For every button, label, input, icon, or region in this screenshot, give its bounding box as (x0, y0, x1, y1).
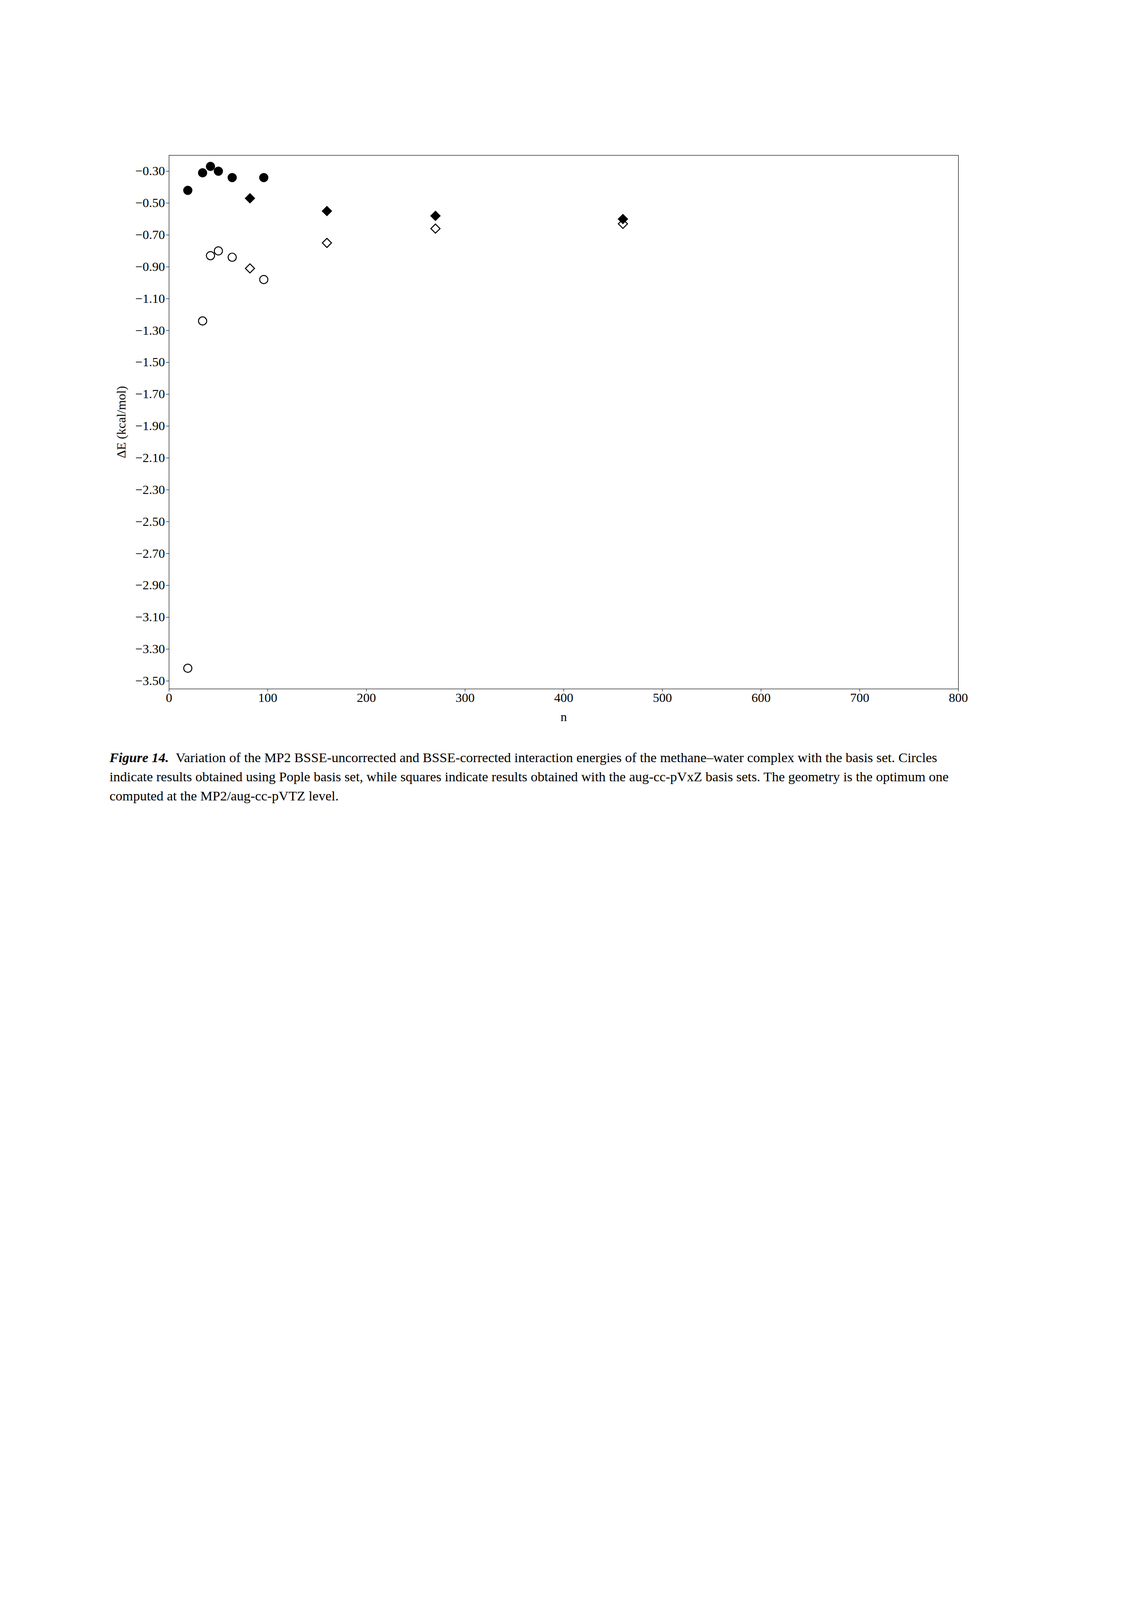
svg-text:−0.50: −0.50 (135, 195, 166, 210)
svg-text:n: n (560, 709, 568, 725)
svg-text:−0.90: −0.90 (135, 259, 166, 274)
svg-text:−1.50: −1.50 (135, 354, 166, 370)
svg-text:−1.10: −1.10 (135, 291, 166, 306)
html-text:Variation of the MP2 BSSE-unco: Variation of the MP2 BSSE-uncorrected an… (109, 750, 949, 804)
svg-text:100: 100 (258, 690, 278, 705)
svg-text:−2.30: −2.30 (135, 482, 166, 497)
svg-text:−1.90: −1.90 (135, 418, 166, 433)
svg-text:300: 300 (455, 690, 475, 705)
svg-text:200: 200 (356, 690, 376, 705)
svg-text:−0.30: −0.30 (135, 163, 166, 178)
svg-text:−1.70: −1.70 (135, 386, 166, 402)
svg-text:−2.90: −2.90 (135, 578, 166, 593)
svg-text:800: 800 (949, 690, 969, 705)
svg-text:−3.10: −3.10 (135, 610, 166, 625)
svg-text:500: 500 (652, 690, 673, 705)
svg-text:−2.10: −2.10 (135, 450, 166, 465)
svg-text:−2.50: −2.50 (135, 514, 166, 529)
svg-text:−0.70: −0.70 (135, 227, 166, 242)
svg-text:−1.30: −1.30 (135, 323, 166, 338)
svg-text:0: 0 (166, 690, 173, 705)
html-text:Figure 14.: Figure 14. (109, 750, 169, 766)
svg-text:−2.70: −2.70 (135, 546, 166, 561)
svg-text:ΔE (kcal/mol): ΔE (kcal/mol) (114, 386, 129, 459)
svg-text:700: 700 (850, 690, 870, 705)
svg-text:400: 400 (554, 690, 574, 705)
svg-text:600: 600 (751, 690, 771, 705)
svg-text:−3.50: −3.50 (135, 673, 166, 689)
svg-text:−3.30: −3.30 (135, 641, 166, 657)
